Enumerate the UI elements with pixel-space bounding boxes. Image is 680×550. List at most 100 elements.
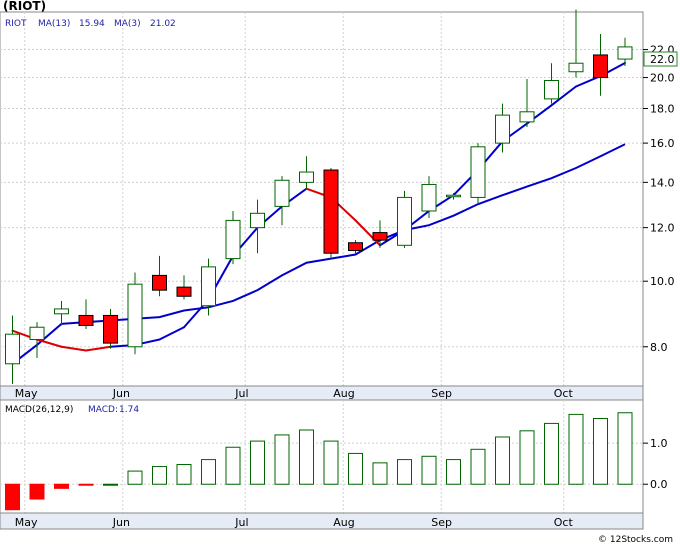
price-ytick-label: 12.0 bbox=[650, 222, 675, 235]
macd-bar bbox=[593, 417, 608, 485]
legend-ma-fast-value: 21.02 bbox=[150, 19, 176, 29]
candle-body bbox=[78, 314, 94, 327]
macd-colon: : bbox=[115, 405, 118, 415]
ma-fast-segment bbox=[60, 345, 87, 352]
ma-fast-segment bbox=[36, 338, 63, 348]
legend-symbol: RIOT bbox=[5, 19, 27, 29]
macd-bar bbox=[495, 436, 510, 485]
last-price-tag-box bbox=[643, 51, 678, 67]
ma-fast-segment bbox=[85, 345, 112, 352]
candle-body bbox=[323, 169, 339, 254]
macd-grid bbox=[0, 400, 643, 513]
price-xtick-label: Aug bbox=[333, 387, 354, 400]
price-ytick-label: 18.0 bbox=[650, 103, 675, 116]
macd-bar bbox=[299, 429, 314, 485]
macd-bars bbox=[5, 412, 633, 511]
price-xtick-label: Sep bbox=[431, 387, 452, 400]
candle-body bbox=[299, 171, 314, 183]
macd-bar bbox=[470, 448, 486, 485]
macd-bar bbox=[519, 430, 535, 485]
macd-legend: MACD(26,12,9) MACD : 1.74 bbox=[5, 405, 139, 415]
candle-body bbox=[421, 183, 437, 212]
macd-bar bbox=[568, 413, 584, 485]
macd-series-name: MACD bbox=[88, 405, 115, 415]
price-ytick-label: 16.0 bbox=[650, 137, 675, 150]
macd-bar bbox=[348, 452, 363, 485]
candle-body bbox=[152, 274, 167, 291]
macd-bar bbox=[5, 483, 20, 511]
price-ytick-label: 20.0 bbox=[650, 72, 675, 85]
candle-body bbox=[495, 114, 510, 144]
macd-bar bbox=[54, 483, 69, 489]
candle-body bbox=[519, 111, 535, 123]
candle-body bbox=[397, 196, 412, 246]
macd-last-value: 1.74 bbox=[119, 405, 139, 415]
macd-bar bbox=[225, 446, 241, 485]
candle-body bbox=[250, 212, 265, 229]
macd-bar bbox=[152, 466, 167, 485]
candle-body bbox=[568, 62, 584, 73]
price-legend: RIOT MA(13) 15.94 MA(3) 21.02 bbox=[5, 19, 176, 29]
candle-body bbox=[176, 286, 192, 297]
macd-xtick-label: Jul bbox=[234, 516, 248, 529]
macd-bar bbox=[323, 440, 339, 485]
legend-ma-fast-label: MA(3) bbox=[114, 19, 141, 29]
price-panel-frame bbox=[0, 11, 644, 387]
macd-bar bbox=[372, 462, 388, 485]
macd-bar bbox=[176, 464, 192, 485]
price-xtick-label: Jun bbox=[112, 387, 130, 400]
last-price-tag: 22.0 bbox=[643, 51, 678, 67]
macd-title: MACD(26,12,9) bbox=[5, 405, 73, 415]
macd-bar bbox=[201, 459, 216, 485]
candle-body bbox=[103, 314, 118, 344]
price-ytick-label: 8.0 bbox=[650, 341, 668, 354]
candle-body bbox=[372, 232, 388, 241]
candle-body bbox=[127, 283, 143, 348]
macd-xtick-label: Sep bbox=[431, 516, 452, 529]
macd-xaxis-band bbox=[0, 512, 644, 530]
legend-ma-slow-value: 15.94 bbox=[79, 19, 105, 29]
price-y-axis: 8.0 10.0 12.0 14.0 16.0 18.0 20.0 22.0 bbox=[643, 44, 675, 354]
macd-bar bbox=[617, 412, 633, 485]
price-xaxis-band bbox=[0, 385, 644, 401]
macd-bar bbox=[421, 455, 437, 485]
macd-xtick-label: May bbox=[15, 516, 38, 529]
ma-fast-segment bbox=[550, 85, 577, 107]
candle-body bbox=[29, 326, 45, 341]
footer-credit: © 12Stocks.com bbox=[598, 535, 673, 545]
price-xtick-label: May bbox=[15, 387, 38, 400]
candle-body bbox=[544, 80, 559, 100]
candle-body bbox=[348, 242, 363, 252]
price-xtick-label: Jul bbox=[234, 387, 248, 400]
macd-bar bbox=[446, 459, 461, 485]
price-ytick-label: 14.0 bbox=[650, 176, 675, 189]
macd-y-axis: 0.0 1.0 bbox=[643, 437, 668, 491]
macd-bar bbox=[78, 483, 94, 486]
macd-bar bbox=[397, 459, 412, 485]
macd-xtick-label: Jun bbox=[112, 516, 130, 529]
macd-bar bbox=[29, 483, 45, 500]
candle-body bbox=[446, 194, 461, 198]
ma-fast-segment bbox=[158, 326, 185, 341]
macd-bar bbox=[127, 470, 143, 485]
macd-bar bbox=[250, 440, 265, 485]
candle-body bbox=[54, 308, 69, 315]
price-grid bbox=[0, 12, 643, 386]
macd-ytick-label: 1.0 bbox=[650, 437, 668, 450]
macd-ytick-label: 0.0 bbox=[650, 478, 668, 491]
ma-fast-segment bbox=[354, 219, 381, 247]
macd-xtick-label: Aug bbox=[333, 516, 354, 529]
last-price-tag-text: 22.0 bbox=[650, 53, 675, 66]
price-xtick-label: Oct bbox=[554, 387, 574, 400]
macd-xtick-label: Oct bbox=[554, 516, 574, 529]
candle-body bbox=[5, 333, 20, 365]
candle-body bbox=[593, 54, 608, 79]
candle-body bbox=[274, 179, 290, 207]
price-candles bbox=[5, 9, 633, 384]
macd-bar bbox=[103, 483, 118, 486]
macd-bar bbox=[544, 422, 559, 485]
chart-title: (RIOT) bbox=[3, 0, 46, 13]
price-x-axis: May Jun Jul Aug Sep Oct bbox=[15, 387, 574, 400]
